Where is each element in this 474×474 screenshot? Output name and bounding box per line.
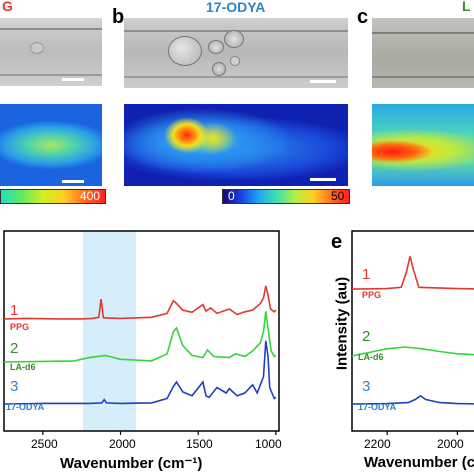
e-series-3-name: 17-ODYA — [358, 402, 397, 412]
series-2-name: LA-d6 — [10, 362, 36, 372]
x-tick-1000: 1000 — [255, 437, 282, 451]
scale-bar — [62, 78, 84, 81]
droplet — [30, 42, 44, 54]
cell-membrane-bottom — [124, 76, 348, 78]
e-series-2-name: LA-d6 — [358, 352, 384, 362]
e-x-tick-2000: 2000 — [437, 437, 464, 451]
colorbar-b-min: 0 — [228, 189, 235, 203]
colorbar-a-max: 400 — [80, 189, 101, 203]
colorbar-b — [222, 189, 350, 204]
x-tick-2500: 2500 — [31, 437, 58, 451]
series-3-name: 17-ODYA — [6, 402, 45, 412]
highlight-band — [83, 231, 136, 431]
x-tick-1500: 1500 — [186, 437, 213, 451]
e-series-3-number: 3 — [362, 378, 371, 395]
raman-map-a — [0, 104, 102, 186]
e-x-tick-2200: 2200 — [364, 437, 391, 451]
brightfield-image-a — [0, 18, 102, 86]
y-axis-title-e: Intensity (au) — [333, 276, 351, 371]
droplet — [230, 56, 240, 66]
e-series-1-number: 1 — [362, 266, 371, 283]
scale-bar — [310, 80, 336, 83]
panel-b-title: 17-ODYA — [206, 0, 266, 15]
panel-e-letter: e — [331, 231, 343, 253]
series-1-name: PPG — [10, 322, 30, 332]
brightfield-image-c — [372, 18, 474, 88]
droplet — [212, 62, 226, 76]
series-3-number: 3 — [10, 378, 19, 395]
colorbar-a — [0, 189, 106, 204]
series-2-number: 2 — [10, 340, 19, 357]
panel-b-letter: b — [112, 6, 125, 28]
panel-c-title: L — [462, 0, 471, 14]
spectrum-line-17-odya — [3, 340, 277, 405]
scale-bar — [310, 178, 336, 181]
spectrum-line-ppg — [3, 285, 277, 320]
panel-c-letter: c — [357, 6, 369, 28]
panel-a-title: G — [2, 0, 13, 14]
e-series-2-number: 2 — [362, 328, 371, 345]
cell-membrane-top — [0, 28, 102, 30]
brightfield-image-b — [124, 18, 348, 88]
scale-bar — [62, 180, 84, 183]
series-1-number: 1 — [10, 302, 19, 319]
raman-map-b — [124, 104, 348, 186]
plot-frame-e — [351, 230, 474, 432]
droplet — [208, 40, 224, 54]
x-axis-title-d: Wavenumber (cm⁻¹) — [60, 455, 203, 472]
cell-membrane-bottom — [0, 74, 102, 76]
droplet-large — [168, 36, 202, 66]
x-axis-title-e: Wavenumber (c — [364, 454, 474, 471]
plot-frame — [3, 230, 280, 432]
raman-map-c — [372, 104, 474, 186]
cell-membrane-bottom — [372, 76, 474, 78]
droplet — [224, 30, 244, 48]
spectrum-line-la-d6 — [3, 311, 277, 363]
spectrum-line-la-d6 — [351, 346, 474, 357]
spectrum-line-17-odya — [351, 394, 474, 405]
colorbar-b-max: 50 — [331, 189, 345, 203]
e-series-1-name: PPG — [362, 290, 382, 300]
spectrum-line-ppg — [351, 256, 474, 290]
x-tick-2000: 2000 — [109, 437, 136, 451]
cell-membrane-top — [372, 32, 474, 34]
